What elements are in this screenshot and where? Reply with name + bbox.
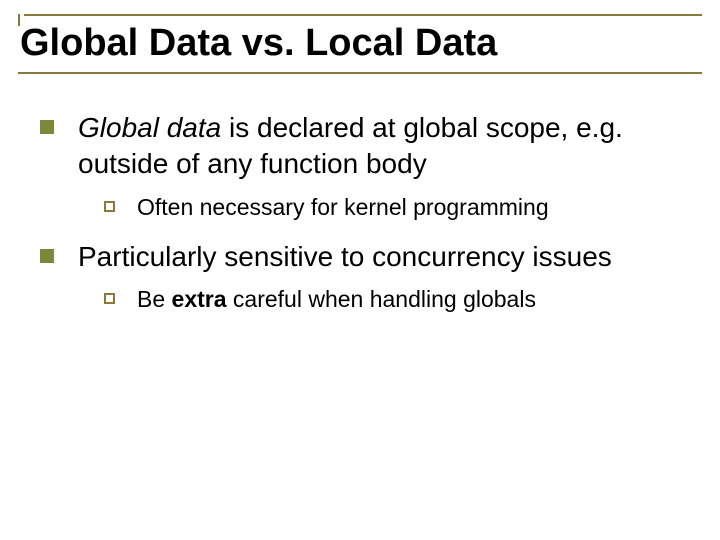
hollow-square-bullet-icon	[104, 293, 115, 304]
text-run: Particularly sensitive to concurrency is…	[78, 241, 612, 272]
slide-title: Global Data vs. Local Data	[18, 20, 702, 72]
text-run: Be	[137, 286, 172, 312]
slide: Global Data vs. Local Data Global data i…	[0, 0, 720, 540]
bullet-l2-text: Often necessary for kernel programming	[137, 193, 549, 223]
text-run: Global data	[78, 112, 221, 143]
title-rule-top	[24, 14, 702, 16]
bullet-l2-text: Be extra careful when handling globals	[137, 285, 536, 315]
text-run: careful when handling globals	[227, 286, 536, 312]
slide-body: Global data is declared at global scope,…	[40, 110, 680, 331]
bullet-l1: Particularly sensitive to concurrency is…	[40, 239, 680, 275]
square-bullet-icon	[40, 249, 54, 263]
bullet-l1-text: Global data is declared at global scope,…	[78, 110, 680, 183]
text-run: Often necessary for kernel programming	[137, 194, 549, 220]
title-block: Global Data vs. Local Data	[18, 14, 702, 74]
text-run: extra	[172, 286, 227, 312]
bullet-l2: Often necessary for kernel programming	[104, 193, 680, 223]
bullet-l1-text: Particularly sensitive to concurrency is…	[78, 239, 612, 275]
title-side-notch	[18, 14, 20, 26]
bullet-l1: Global data is declared at global scope,…	[40, 110, 680, 183]
title-rule-bottom	[18, 72, 702, 74]
square-bullet-icon	[40, 120, 54, 134]
hollow-square-bullet-icon	[104, 201, 115, 212]
bullet-l2: Be extra careful when handling globals	[104, 285, 680, 315]
